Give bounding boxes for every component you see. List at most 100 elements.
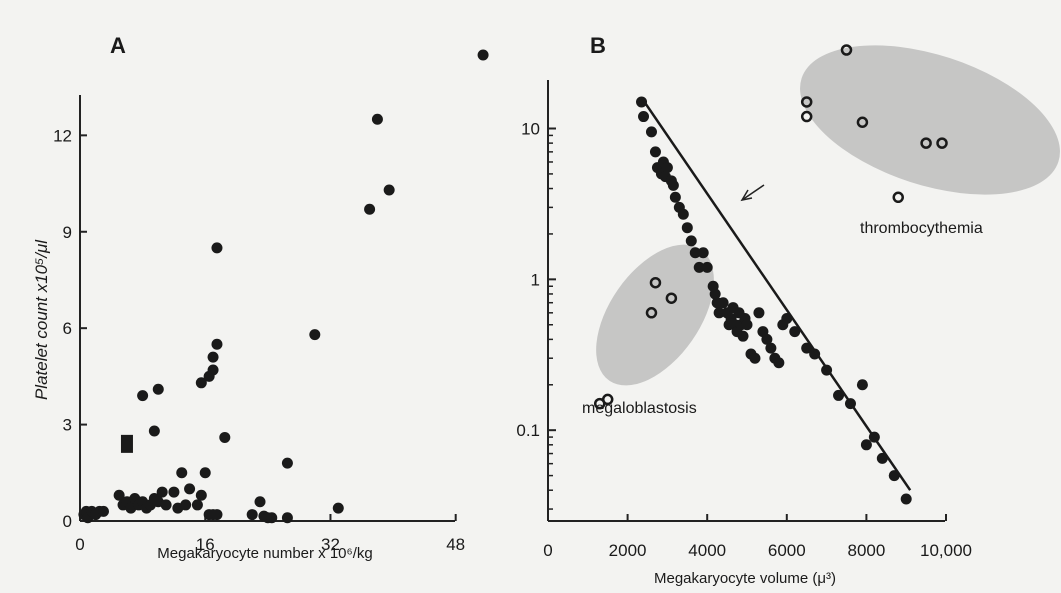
data-point — [801, 342, 813, 354]
data-point — [693, 261, 705, 273]
data-point — [219, 431, 231, 443]
data-point — [195, 489, 207, 501]
data-point-open — [800, 110, 813, 123]
panel-b-y-tick-label: 1 — [531, 270, 540, 289]
data-point — [211, 242, 223, 254]
data-point — [765, 342, 777, 354]
data-point — [266, 512, 278, 524]
panel-a: A 0 16 32 48 0 3 9 6 12 Megakaryocyte number x 1… — [32, 33, 489, 562]
data-point — [246, 509, 258, 521]
panel-b-x-tick-label: 4000 — [688, 541, 726, 560]
data-point-open — [936, 137, 948, 149]
megaloblastosis-label: megaloblastosis — [582, 400, 697, 417]
data-point — [709, 288, 721, 300]
data-point — [749, 352, 761, 364]
data-point-open — [601, 393, 614, 406]
panel-a-x-title: Megakaryocyte number x 10⁶/kg — [157, 545, 372, 562]
data-point — [661, 162, 673, 174]
panel-a-x-tick-label: 32 — [321, 535, 340, 554]
panel-a-y-title: Platelet count x10⁵/μl — [32, 239, 51, 400]
data-point — [191, 499, 203, 511]
data-point — [753, 307, 765, 319]
data-point — [168, 486, 180, 498]
data-point — [160, 499, 172, 511]
panel-a-y-tick-label: 6 — [63, 319, 72, 338]
panel-b-letter: B — [590, 33, 606, 58]
data-point-open — [800, 96, 813, 108]
data-point — [97, 505, 109, 517]
thrombocythemia-region — [800, 45, 1060, 195]
panel-b-x-tick-label: 8000 — [847, 541, 885, 560]
data-point-open — [665, 292, 678, 304]
data-point-open — [645, 307, 658, 319]
data-point — [152, 383, 164, 395]
data-point — [309, 329, 321, 341]
data-point — [113, 489, 125, 501]
panel-a-x-tick-label: 16 — [196, 535, 215, 554]
panel-a-y-tick-label: 9 — [63, 223, 72, 242]
data-point — [860, 439, 872, 451]
data-point — [667, 179, 679, 191]
panel-b-marks — [593, 44, 948, 505]
data-point — [383, 184, 395, 196]
data-point — [332, 502, 344, 514]
data-point — [737, 330, 749, 342]
data-point — [137, 390, 149, 402]
data-point — [689, 247, 701, 259]
data-point — [371, 113, 383, 125]
panel-a-x-tick-label: 48 — [446, 535, 465, 554]
data-point — [701, 261, 713, 273]
data-point — [773, 357, 785, 369]
regression-line — [640, 97, 912, 491]
data-point — [717, 297, 729, 309]
data-point — [176, 467, 188, 479]
data-point-square — [120, 434, 133, 453]
panel-a-ticks: 0 16 32 48 0 3 9 6 12 — [53, 126, 465, 554]
data-point-open — [892, 191, 904, 204]
panel-b-x-tick-label: 2000 — [609, 541, 647, 560]
arrow-shaft — [741, 184, 765, 201]
data-point — [645, 126, 657, 138]
data-point-open — [856, 116, 869, 129]
data-point — [254, 496, 266, 508]
panel-a-letter: A — [110, 33, 126, 58]
data-point — [156, 486, 168, 498]
data-point-open — [920, 137, 932, 149]
data-point-open — [840, 44, 853, 56]
panel-b-x-title: Megakaryocyte volume (μ³) — [654, 570, 836, 587]
data-point — [761, 333, 773, 345]
panel-b-x-tick-label: 10,000 — [920, 541, 972, 560]
data-point — [211, 509, 223, 521]
data-point — [180, 499, 192, 511]
data-point — [184, 483, 196, 495]
data-point — [364, 203, 376, 215]
panel-a-x-tick-label: 0 — [75, 535, 84, 554]
data-point — [856, 379, 868, 391]
data-point — [638, 111, 650, 123]
data-point — [281, 512, 293, 524]
arrow-head — [740, 189, 753, 202]
panel-b-y-tick-label: 10 — [521, 120, 540, 139]
data-point — [148, 425, 160, 437]
data-point — [677, 208, 689, 220]
data-point-open — [649, 276, 662, 289]
data-point — [833, 389, 845, 401]
data-point — [636, 96, 648, 108]
data-point — [685, 235, 697, 247]
data-point — [649, 146, 661, 158]
data-point — [199, 467, 211, 479]
data-point — [789, 326, 801, 338]
panel-b-ticks: 0 2000 4000 6000 8000 10,000 10 1 0.1 — [516, 120, 972, 560]
data-point — [741, 319, 753, 331]
data-point — [207, 351, 219, 363]
data-point — [681, 222, 693, 234]
data-point — [211, 338, 223, 350]
panel-a-y-tick-label: 12 — [53, 126, 72, 145]
panel-b-y-tick-label: 0.1 — [516, 421, 540, 440]
thrombocythemia-label: thrombocythemia — [860, 220, 983, 237]
data-point — [195, 377, 207, 389]
data-point — [713, 307, 725, 319]
panel-b-x-tick-label: 0 — [543, 541, 552, 560]
panel-b-x-tick-label: 6000 — [768, 541, 806, 560]
